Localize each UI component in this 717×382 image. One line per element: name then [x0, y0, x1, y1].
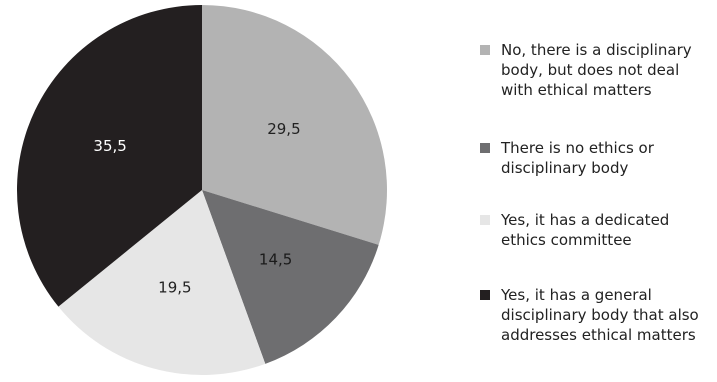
legend-label: No, there is a disciplinary body, but do… — [501, 41, 692, 99]
legend-label: Yes, it has a general disciplinary body … — [501, 286, 699, 344]
pie-value-labels: 29,5 14,5 19,5 35,5 — [93, 120, 300, 296]
slice-value-label: 14,5 — [259, 251, 292, 269]
pie-slice — [17, 5, 203, 307]
pie-slice — [202, 190, 379, 364]
legend-swatch — [480, 215, 490, 225]
pie-slice — [58, 190, 266, 375]
legend-label: There is no ethics or disciplinary body — [501, 139, 654, 177]
pie-slice — [202, 5, 388, 245]
legend-swatch — [480, 143, 490, 153]
slice-value-label: 35,5 — [93, 137, 126, 155]
slice-value-label: 19,5 — [158, 279, 191, 297]
pie-slices — [17, 5, 388, 375]
slice-value-label: 29,5 — [267, 120, 300, 138]
legend-label: Yes, it has a dedicated ethics committee — [501, 211, 670, 249]
legend-swatch — [480, 45, 490, 55]
legend-swatch — [480, 290, 490, 300]
